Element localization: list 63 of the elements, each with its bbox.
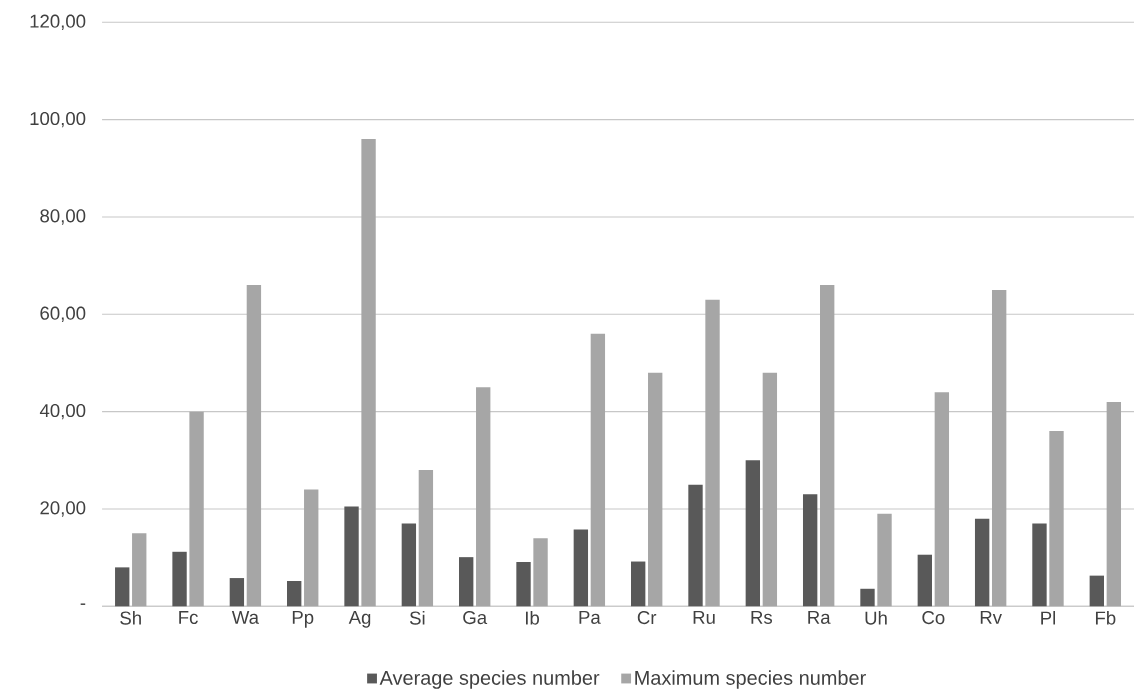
x-tick-label: Cr	[637, 611, 657, 625]
bar	[573, 529, 589, 607]
x-tick-label: Rs	[751, 611, 773, 625]
x-tick-label: Fb	[1095, 611, 1116, 625]
x-tick-label: Fc	[179, 611, 198, 625]
x-tick-label: Ag	[348, 611, 371, 628]
bar	[860, 588, 875, 607]
bar	[877, 513, 892, 607]
bar	[1089, 575, 1104, 607]
bar	[1106, 401, 1122, 607]
bar	[476, 387, 491, 607]
x-tick-label: Pp	[292, 611, 314, 628]
x-tick-label: Co	[922, 611, 945, 625]
y-tick-label: 120,00	[30, 14, 86, 31]
bar	[1049, 431, 1064, 607]
bar	[688, 484, 703, 607]
bar	[533, 538, 548, 607]
bar	[246, 285, 262, 607]
x-tick-label: Si	[409, 611, 425, 625]
bar	[820, 285, 835, 607]
bar	[974, 518, 990, 607]
y-tick-label: 80,00	[40, 209, 86, 225]
x-tick-label: Uh	[865, 611, 887, 625]
x-tick-label: Ra	[808, 611, 831, 625]
legend-label: Maximum species number	[635, 670, 866, 689]
bar	[934, 392, 950, 607]
bar	[401, 523, 417, 607]
y-tick-label: -	[80, 603, 86, 605]
bar	[802, 494, 818, 607]
bar	[418, 470, 434, 607]
bar	[705, 299, 720, 607]
x-tick-label: Wa	[231, 611, 260, 625]
x-tick-label: Ib	[525, 611, 540, 625]
bar	[516, 562, 531, 607]
x-tick-label: Ga	[463, 611, 488, 625]
bar	[229, 578, 245, 607]
bar	[115, 567, 130, 607]
bar	[132, 533, 147, 607]
bar	[344, 506, 359, 607]
bar	[590, 333, 606, 607]
bar	[630, 561, 646, 607]
bar	[1032, 523, 1047, 607]
y-tick-label: 60,00	[40, 306, 86, 323]
bar	[745, 460, 761, 607]
x-tick-label: Pl	[1041, 611, 1056, 625]
legend-label: Average species number	[379, 670, 600, 689]
bar	[991, 290, 1007, 607]
x-tick-label: Rv	[980, 611, 1002, 624]
bar	[361, 139, 376, 607]
x-tick-label: Ru	[693, 611, 715, 625]
x-tick-label: Sh	[120, 611, 141, 625]
bar	[304, 489, 319, 607]
x-tick-label: Pa	[579, 611, 601, 625]
bar	[917, 554, 933, 607]
y-tick-label: 40,00	[39, 403, 86, 420]
bar	[459, 557, 474, 607]
y-tick-label: 100,00	[30, 111, 86, 128]
bar	[189, 411, 204, 607]
bar	[762, 372, 778, 607]
y-tick-label: 20,00	[40, 501, 86, 517]
bar	[172, 551, 187, 607]
bar	[648, 372, 663, 607]
bar	[287, 581, 302, 607]
